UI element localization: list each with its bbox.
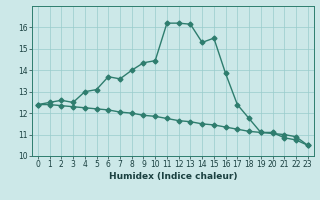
X-axis label: Humidex (Indice chaleur): Humidex (Indice chaleur) bbox=[108, 172, 237, 181]
